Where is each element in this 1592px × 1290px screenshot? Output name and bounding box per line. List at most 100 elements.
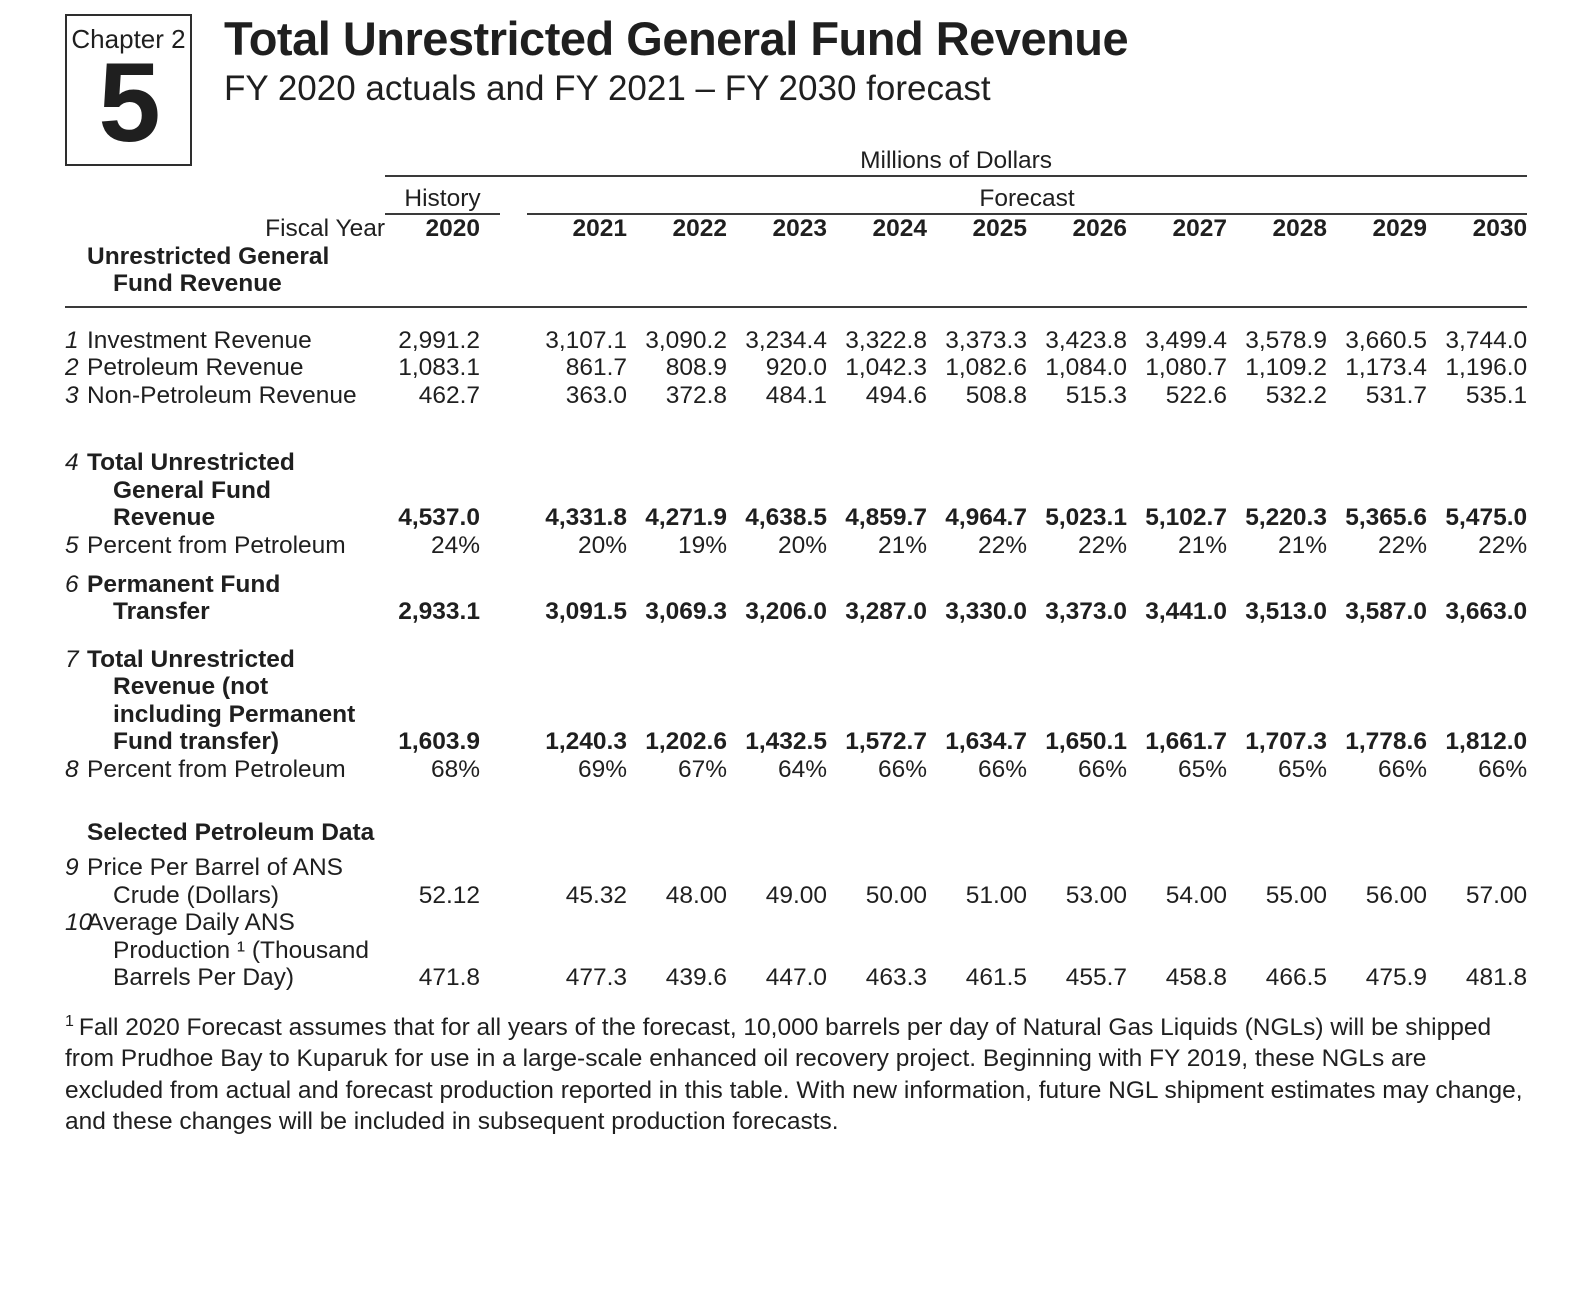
year-header: 2020 — [425, 215, 480, 242]
value-cell: 51.00 — [965, 881, 1027, 909]
column-separator — [500, 382, 527, 409]
section-row: Unrestricted General Fund Revenue — [65, 243, 1528, 308]
value-cell: 5,475.0 — [1445, 504, 1528, 532]
row-label: Permanent Fund Transfer — [87, 570, 281, 626]
row-label: Percent from Petroleum — [87, 755, 346, 783]
fiscal-year-label: Fiscal Year — [265, 215, 385, 242]
chapter-box: Chapter 2 5 — [65, 14, 192, 166]
value-cell: 471.8 — [418, 964, 480, 992]
spacer-row — [65, 783, 1527, 819]
row-number: 3 — [65, 381, 79, 409]
value-cell: 1,083.1 — [398, 354, 480, 382]
revenue-table: Millions of Dollars History Forecast Fis… — [65, 140, 1528, 992]
value-cell: 4,859.7 — [845, 504, 927, 532]
value-cell: 3,322.8 — [845, 326, 927, 354]
value-cell: 1,650.1 — [1045, 728, 1127, 756]
row-label: Total Unrestricted Revenue (not includin… — [87, 645, 356, 756]
table-row: 1 Investment Revenue 2,991.2 3,107.1 3,090.2… — [65, 327, 1527, 354]
value-cell: 1,603.9 — [398, 728, 480, 756]
value-cell: 56.00 — [1365, 881, 1427, 909]
value-cell: 447.0 — [765, 964, 827, 992]
value-cell: 66% — [1377, 755, 1427, 783]
value-cell: 466.5 — [1265, 964, 1327, 992]
row-number: 1 — [65, 326, 79, 354]
section-header: Selected Petroleum Data — [87, 819, 375, 846]
value-cell: 522.6 — [1165, 381, 1227, 409]
table-row: 7 Total Unrestricted Revenue (not includi… — [65, 646, 1527, 756]
column-separator — [500, 327, 527, 354]
value-cell: 2,991.2 — [398, 326, 480, 354]
table-row: 5 Percent from Petroleum 24% 20% 19% 20% 21% 22… — [65, 532, 1527, 559]
value-cell: 67% — [677, 755, 727, 783]
year-header: 2030 — [1472, 215, 1528, 242]
page-subtitle: FY 2020 actuals and FY 2021 – FY 2030 fo… — [224, 68, 991, 108]
value-cell: 531.7 — [1365, 381, 1427, 409]
value-cell: 2,933.1 — [398, 598, 480, 626]
value-cell: 65% — [1277, 755, 1327, 783]
forecast-header: Forecast — [527, 176, 1528, 215]
column-separator — [500, 354, 527, 381]
column-separator — [500, 571, 527, 626]
value-cell: 463.3 — [865, 964, 927, 992]
value-cell: 24% — [430, 531, 480, 559]
row-number: 7 — [65, 645, 79, 673]
table-row: 3 Non-Petroleum Revenue 462.7 363.0 372.8 484… — [65, 382, 1527, 409]
page-title: Total Unrestricted General Fund Revenue — [224, 12, 1129, 65]
value-cell: 57.00 — [1465, 881, 1528, 909]
row-label: Total Unrestricted General Fund Revenue — [87, 449, 295, 532]
row-label: Price Per Barrel of ANS Crude (Dollars) — [87, 854, 343, 909]
column-separator — [500, 176, 527, 214]
value-cell: 22% — [977, 531, 1027, 559]
value-cell: 1,240.3 — [545, 728, 627, 756]
year-header: 2026 — [1072, 215, 1127, 242]
table-row: 10 Average Daily ANS Production ¹ (Thousa… — [65, 909, 1527, 991]
history-header: History — [385, 176, 500, 215]
row-label: Average Daily ANS Production ¹ (Thousand… — [87, 909, 370, 992]
value-cell: 363.0 — [565, 381, 627, 409]
page-header: Chapter 2 5 Total Unrestricted General F… — [65, 12, 1592, 166]
value-cell: 462.7 — [418, 381, 480, 409]
footnote: 1 Fall 2020 Forecast assumes that for all… — [65, 1012, 1527, 1138]
value-cell: 475.9 — [1365, 964, 1427, 992]
value-cell: 4,964.7 — [945, 504, 1027, 532]
value-cell: 3,287.0 — [845, 598, 927, 626]
value-cell: 5,023.1 — [1045, 504, 1127, 532]
value-cell: 3,373.3 — [945, 326, 1027, 354]
value-cell: 1,778.6 — [1345, 728, 1427, 756]
chapter-number: 5 — [98, 39, 160, 165]
row-label: Investment Revenue — [87, 326, 312, 354]
value-cell: 1,082.6 — [945, 354, 1027, 382]
row-label: Percent from Petroleum — [87, 531, 346, 559]
value-cell: 55.00 — [1265, 881, 1327, 909]
value-cell: 1,109.2 — [1245, 354, 1327, 382]
units-header: Millions of Dollars — [385, 140, 1528, 177]
footnote-text: Fall 2020 Forecast assumes that for all … — [65, 1013, 1523, 1135]
units-row: Millions of Dollars — [65, 140, 1528, 177]
table-row: 6 Permanent Fund Transfer 2,933.1 3,091.5 3,… — [65, 571, 1527, 626]
value-cell: 515.3 — [1065, 381, 1127, 409]
row-number: 10 — [65, 909, 93, 937]
value-cell: 4,638.5 — [745, 504, 827, 532]
value-cell: 66% — [877, 755, 927, 783]
table-row: 4 Total Unrestricted General Fund Revenue… — [65, 449, 1527, 531]
value-cell: 477.3 — [565, 964, 627, 992]
year-header: 2027 — [1172, 215, 1227, 242]
value-cell: 20% — [577, 531, 627, 559]
row-number: 6 — [65, 570, 79, 598]
value-cell: 64% — [777, 755, 827, 783]
value-cell: 1,432.5 — [745, 728, 827, 756]
section-row: Selected Petroleum Data — [65, 819, 1527, 854]
column-separator — [500, 214, 527, 243]
value-cell: 861.7 — [565, 354, 627, 382]
value-cell: 439.6 — [665, 964, 727, 992]
column-separator — [500, 756, 527, 783]
value-cell: 3,373.0 — [1045, 598, 1127, 626]
table-row: 2 Petroleum Revenue 1,083.1 861.7 808.9 920.0… — [65, 354, 1527, 381]
value-cell: 66% — [1077, 755, 1127, 783]
value-cell: 3,423.8 — [1045, 326, 1127, 354]
value-cell: 535.1 — [1465, 381, 1528, 409]
value-cell: 3,206.0 — [745, 598, 827, 626]
value-cell: 455.7 — [1065, 964, 1127, 992]
value-cell: 1,661.7 — [1145, 728, 1227, 756]
value-cell: 1,084.0 — [1045, 354, 1127, 382]
